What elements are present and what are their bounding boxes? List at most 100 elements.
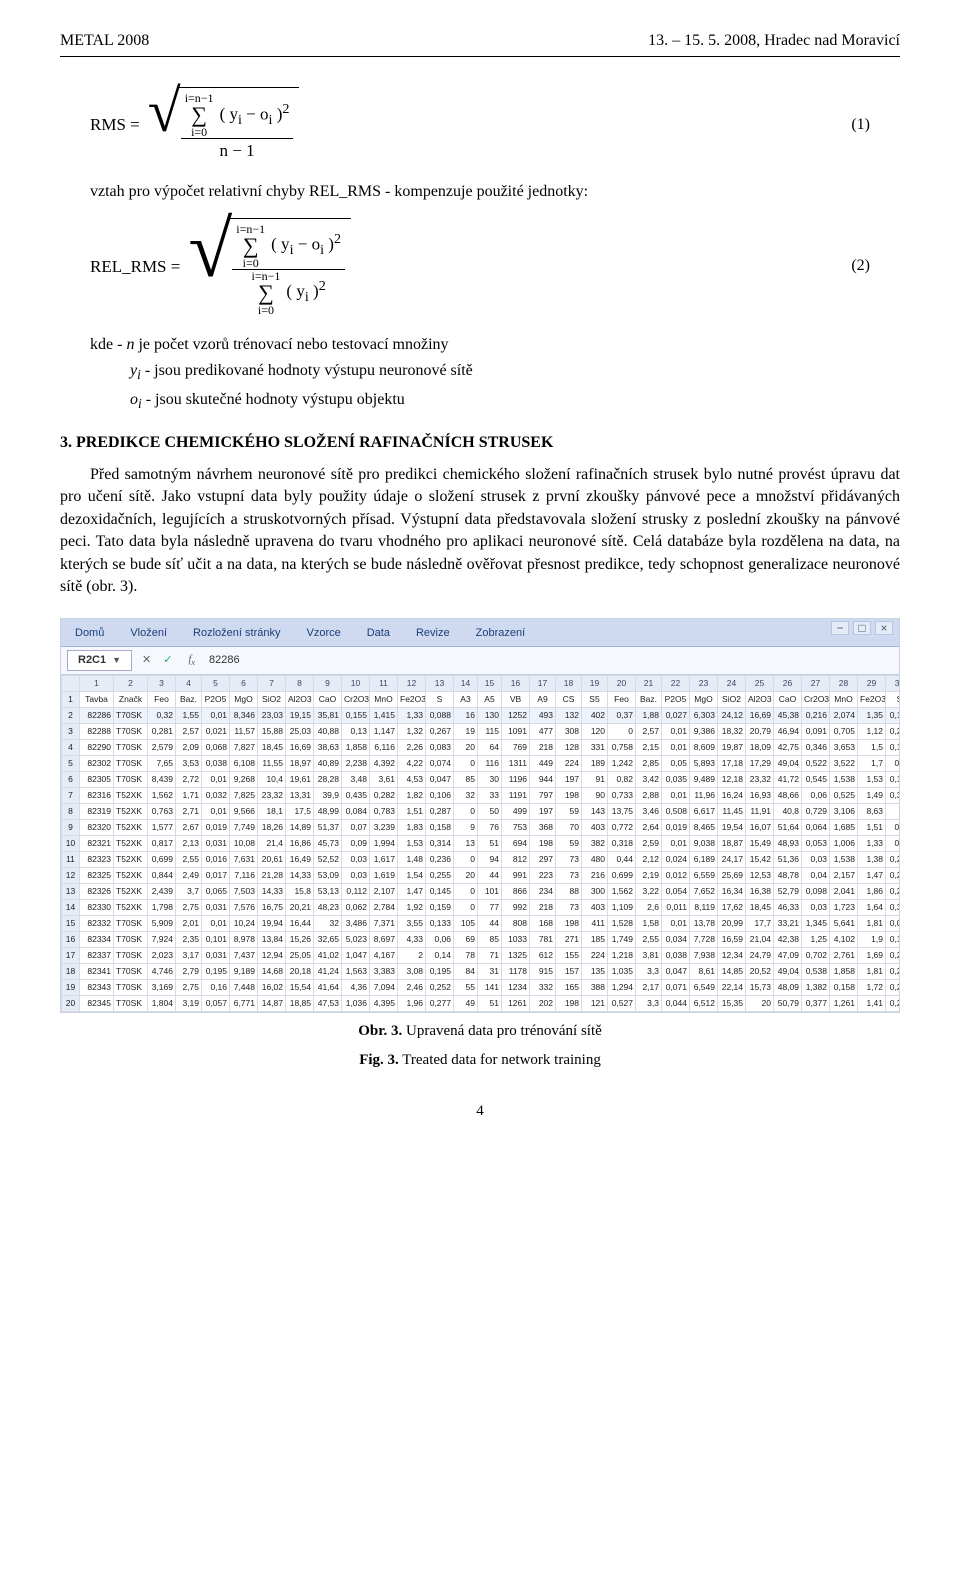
- ribbon-tab[interactable]: Revize: [408, 622, 458, 645]
- header-cell[interactable]: A9: [530, 692, 556, 708]
- cell[interactable]: 3,53: [176, 756, 202, 772]
- cell[interactable]: 44: [478, 916, 502, 932]
- cell[interactable]: 42,75: [774, 740, 802, 756]
- table-row[interactable]: 982320T52XK1,5772,670,0197,74918,2614,89…: [62, 820, 900, 836]
- table-row[interactable]: 282286T70SK0,321,550,018,34623,0319,1535…: [62, 708, 900, 724]
- cell[interactable]: 0,282: [370, 788, 398, 804]
- cell[interactable]: 0,016: [202, 852, 230, 868]
- cell[interactable]: 0,047: [426, 772, 454, 788]
- cell[interactable]: 1311: [502, 756, 530, 772]
- cell[interactable]: 1,242: [608, 756, 636, 772]
- cell[interactable]: 0,091: [802, 724, 830, 740]
- cell[interactable]: 477: [530, 724, 556, 740]
- header-cell[interactable]: Tavba: [80, 692, 114, 708]
- cell[interactable]: 141: [478, 980, 502, 996]
- cell[interactable]: 135: [582, 964, 608, 980]
- cell[interactable]: 2,75: [176, 900, 202, 916]
- column-header[interactable]: 17: [530, 676, 556, 692]
- table-row[interactable]: 1882341T70SK4,7462,790,1959,18914,6820,1…: [62, 964, 900, 980]
- column-header[interactable]: 30: [886, 676, 900, 692]
- cell[interactable]: 84: [454, 964, 478, 980]
- cell[interactable]: 0,098: [802, 884, 830, 900]
- cell[interactable]: 198: [530, 836, 556, 852]
- cell[interactable]: 1,538: [830, 772, 858, 788]
- cell[interactable]: 0,068: [202, 740, 230, 756]
- cell[interactable]: 0,82: [608, 772, 636, 788]
- cell[interactable]: 14,85: [718, 964, 746, 980]
- header-cell[interactable]: Cr2O3: [342, 692, 370, 708]
- cell[interactable]: 1,81: [858, 964, 886, 980]
- cell[interactable]: 168: [530, 916, 556, 932]
- cell[interactable]: T70SK: [114, 740, 148, 756]
- cell[interactable]: 51: [478, 996, 502, 1012]
- cell[interactable]: 120: [582, 724, 608, 740]
- cell[interactable]: 1091: [502, 724, 530, 740]
- cell[interactable]: 73: [556, 868, 582, 884]
- cell[interactable]: 1,72: [858, 980, 886, 996]
- cell[interactable]: 7,938: [690, 948, 718, 964]
- cell[interactable]: 48,09: [774, 980, 802, 996]
- cell[interactable]: 1,036: [342, 996, 370, 1012]
- cell[interactable]: 0,021: [202, 724, 230, 740]
- cell[interactable]: 11,45: [718, 804, 746, 820]
- cell[interactable]: 1,415: [370, 708, 398, 724]
- cell[interactable]: 7,116: [230, 868, 258, 884]
- cell[interactable]: 0,527: [608, 996, 636, 1012]
- cell[interactable]: 0,219: [886, 980, 900, 996]
- cell[interactable]: 0,508: [662, 804, 690, 820]
- cell[interactable]: 1,69: [858, 948, 886, 964]
- cell[interactable]: 2,12: [636, 852, 662, 868]
- cell[interactable]: 14,87: [258, 996, 286, 1012]
- cell[interactable]: 15,26: [286, 932, 314, 948]
- cell[interactable]: 6,303: [690, 708, 718, 724]
- cell[interactable]: 0,159: [426, 900, 454, 916]
- column-header[interactable]: 10: [342, 676, 370, 692]
- cell[interactable]: 0,053: [802, 836, 830, 852]
- cell[interactable]: 25,03: [286, 724, 314, 740]
- chevron-down-icon[interactable]: ▼: [112, 654, 121, 667]
- header-cell[interactable]: Baz.: [176, 692, 202, 708]
- cell[interactable]: 90: [582, 788, 608, 804]
- cell[interactable]: 3,522: [830, 756, 858, 772]
- cell[interactable]: 2,85: [636, 756, 662, 772]
- table-row[interactable]: 682305T70SK8,4392,720,019,26810,419,6128…: [62, 772, 900, 788]
- cell[interactable]: 40,88: [314, 724, 342, 740]
- cell[interactable]: 13: [62, 884, 80, 900]
- cell[interactable]: 16,44: [286, 916, 314, 932]
- cell[interactable]: 9,268: [230, 772, 258, 788]
- cell[interactable]: 7,448: [230, 980, 258, 996]
- cell[interactable]: 2,88: [636, 788, 662, 804]
- header-cell[interactable]: 1: [62, 692, 80, 708]
- cell[interactable]: 223: [530, 868, 556, 884]
- cell[interactable]: 0,201: [886, 964, 900, 980]
- cell[interactable]: 198: [556, 916, 582, 932]
- column-header[interactable]: 7: [258, 676, 286, 692]
- cell[interactable]: 157: [556, 964, 582, 980]
- cell[interactable]: 3,106: [830, 804, 858, 820]
- cell[interactable]: 7,825: [230, 788, 258, 804]
- cell[interactable]: 20,18: [286, 964, 314, 980]
- cell[interactable]: 402: [582, 708, 608, 724]
- cell[interactable]: 82343: [80, 980, 114, 996]
- cell[interactable]: 0,054: [662, 884, 690, 900]
- ribbon-tab[interactable]: Vložení: [122, 622, 175, 645]
- cell[interactable]: 0,277: [426, 996, 454, 1012]
- cell[interactable]: 0,01: [662, 740, 690, 756]
- cell[interactable]: 121: [582, 996, 608, 1012]
- cell[interactable]: 3,239: [370, 820, 398, 836]
- cell[interactable]: 0,047: [662, 964, 690, 980]
- cell[interactable]: 4,33: [398, 932, 426, 948]
- cell[interactable]: 12,53: [746, 868, 774, 884]
- header-cell[interactable]: CS: [556, 692, 582, 708]
- cell[interactable]: 11,91: [746, 804, 774, 820]
- cell[interactable]: 0,012: [662, 868, 690, 884]
- cell[interactable]: 2,17: [636, 980, 662, 996]
- cell[interactable]: 1196: [502, 772, 530, 788]
- cell[interactable]: 116: [478, 756, 502, 772]
- cell[interactable]: 9,566: [230, 804, 258, 820]
- cell[interactable]: 6,512: [690, 996, 718, 1012]
- cell[interactable]: 10,4: [258, 772, 286, 788]
- cell[interactable]: 218: [530, 740, 556, 756]
- cell[interactable]: 8,978: [230, 932, 258, 948]
- cell[interactable]: 1,617: [370, 852, 398, 868]
